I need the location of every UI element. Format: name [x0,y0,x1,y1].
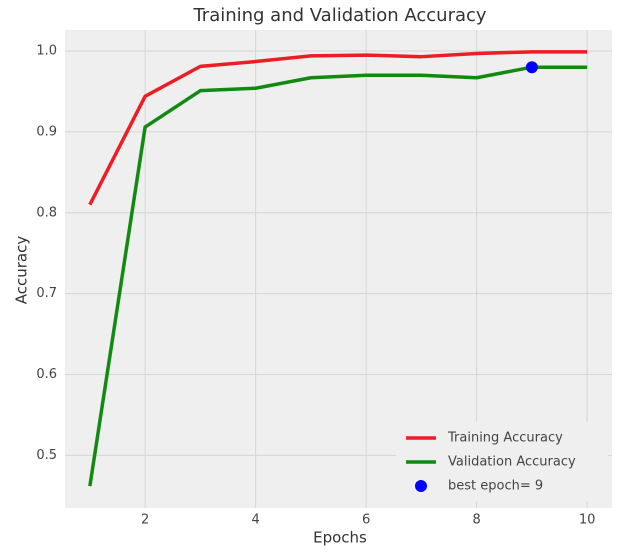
y-axis-label: Accuracy [13,236,31,305]
x-tick-label: 8 [472,513,480,528]
y-tick-label: 0.6 [36,367,57,382]
y-tick-label: 0.7 [36,286,57,301]
legend-label: best epoch= 9 [448,479,543,494]
y-tick-label: 0.8 [36,205,57,220]
y-tick-label: 1.0 [36,44,57,59]
legend-marker [415,480,427,492]
series-line [88,50,588,206]
chart-title: Training and Validation Accuracy [192,5,486,26]
y-tick-label: 0.9 [36,124,57,139]
x-tick-label: 6 [362,513,370,528]
y-tick-label: 0.5 [36,448,57,463]
x-tick-label: 10 [579,513,596,528]
legend-box [396,422,608,502]
legend-label: Training Accuracy [447,431,563,446]
x-tick-label: 2 [141,513,149,528]
x-tick-label: 4 [251,513,259,528]
legend-label: Validation Accuracy [448,455,576,470]
best-point [525,61,538,74]
x-axis-label: Epochs [313,529,367,547]
series-line [88,65,588,487]
